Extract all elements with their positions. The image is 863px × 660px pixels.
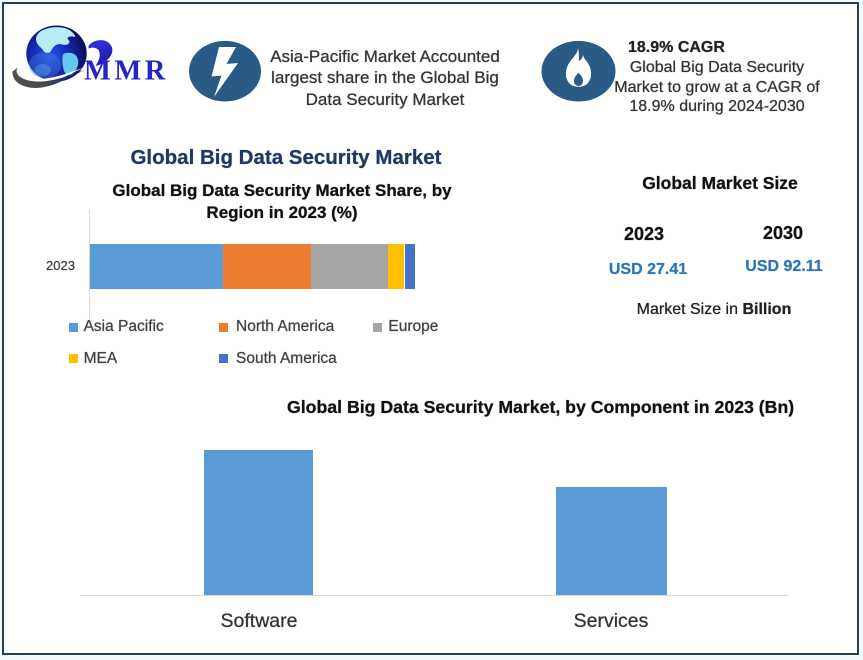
svg-text:MMR: MMR: [84, 56, 169, 87]
